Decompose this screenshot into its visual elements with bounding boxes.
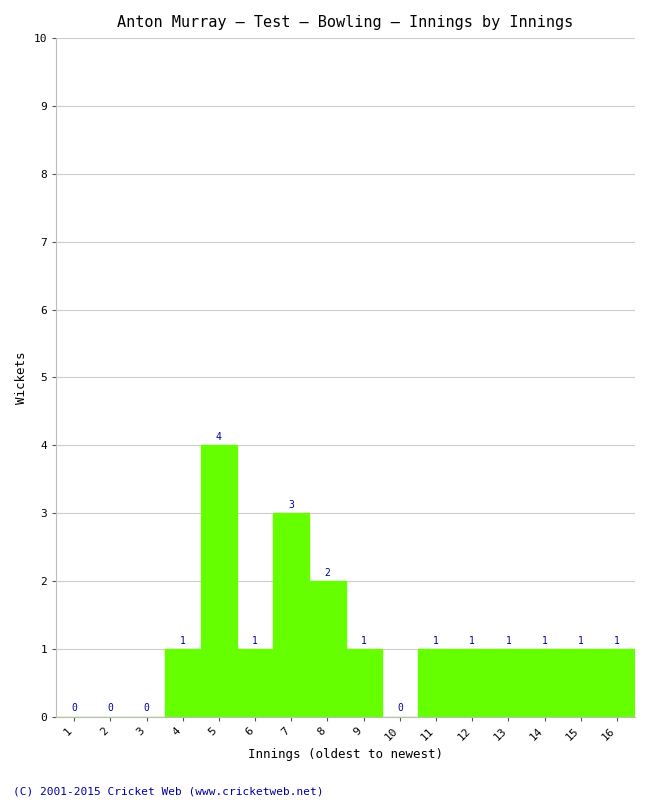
Text: 0: 0: [107, 703, 113, 714]
Bar: [526, 649, 563, 717]
Title: Anton Murray – Test – Bowling – Innings by Innings: Anton Murray – Test – Bowling – Innings …: [118, 15, 574, 30]
Text: 1: 1: [469, 635, 475, 646]
Text: 1: 1: [433, 635, 439, 646]
Text: 0: 0: [144, 703, 150, 714]
Bar: [418, 649, 454, 717]
Y-axis label: Wickets: Wickets: [15, 351, 28, 404]
Text: 0: 0: [72, 703, 77, 714]
Bar: [273, 513, 309, 717]
Text: 1: 1: [541, 635, 547, 646]
Text: 2: 2: [324, 568, 330, 578]
Bar: [454, 649, 490, 717]
Text: 1: 1: [578, 635, 584, 646]
Text: 1: 1: [180, 635, 186, 646]
Bar: [563, 649, 599, 717]
Text: 1: 1: [614, 635, 620, 646]
Bar: [309, 581, 346, 717]
Text: 4: 4: [216, 432, 222, 442]
Bar: [490, 649, 526, 717]
Bar: [164, 649, 201, 717]
Bar: [599, 649, 635, 717]
Text: 1: 1: [361, 635, 367, 646]
Text: 0: 0: [397, 703, 403, 714]
Bar: [237, 649, 273, 717]
Text: (C) 2001-2015 Cricket Web (www.cricketweb.net): (C) 2001-2015 Cricket Web (www.cricketwe…: [13, 786, 324, 796]
Text: 1: 1: [506, 635, 512, 646]
Bar: [346, 649, 382, 717]
X-axis label: Innings (oldest to newest): Innings (oldest to newest): [248, 748, 443, 761]
Text: 1: 1: [252, 635, 258, 646]
Text: 3: 3: [289, 500, 294, 510]
Bar: [201, 446, 237, 717]
